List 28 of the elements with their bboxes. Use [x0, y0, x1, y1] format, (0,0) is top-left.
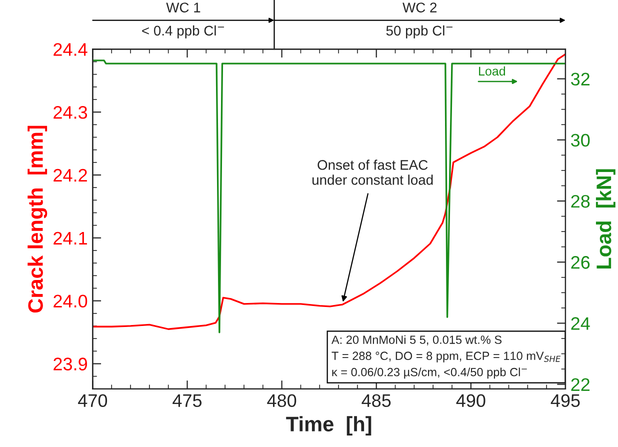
- text: < 0.4 ppb Cl$^{−}$: [142, 25, 224, 38]
- y-tick-label: 24.0: [54, 294, 88, 308]
- y-tick-label: 24.2: [54, 168, 87, 182]
- y-tick-label: 24.1: [54, 232, 87, 244]
- x-tick-label: 495: [550, 394, 580, 408]
- y2-axis-title: Load [kN]: [596, 169, 616, 269]
- x-axis-title: Time [h]: [286, 416, 372, 436]
- y2-tick-label: 26: [571, 256, 590, 269]
- y2-tick-label: 24: [571, 317, 590, 330]
- x-tick-label: 490: [456, 394, 486, 408]
- y2-tick-label: 28: [571, 194, 590, 208]
- x-tick-label: 475: [172, 394, 202, 408]
- y2-tick-label: 32: [571, 72, 590, 86]
- text: A: 20 MnMoNi 5 5, 0.015 wt.% S T = 288 °C, DO = 8 ppm, ECP = 110 mV$_{SHE}$ κ = 0.06/0.23 µS/cm, <0.4/50 ppb Cl$^{−}$: [331, 335, 561, 379]
- text: WC 2: [402, 2, 437, 12]
- x-tick-label: 480: [267, 394, 296, 408]
- y-axis-title: Crack length [mm]: [28, 126, 48, 313]
- text: WC 1: [166, 2, 200, 12]
- annotation: Load: [479, 66, 506, 76]
- x-tick-label: 485: [362, 394, 391, 408]
- y2-tick-label: 22: [571, 378, 590, 391]
- x-tick-label: 470: [78, 394, 108, 408]
- text: 50 ppb Cl$^{−}$: [386, 25, 452, 38]
- y-tick-label: 23.9: [54, 358, 87, 370]
- annotation: Onset of fast EAC under constant load: [312, 160, 433, 185]
- y-tick-label: 24.3: [54, 106, 88, 119]
- y2-tick-label: 30: [571, 134, 590, 147]
- y-tick-label: 24.4: [54, 43, 88, 56]
